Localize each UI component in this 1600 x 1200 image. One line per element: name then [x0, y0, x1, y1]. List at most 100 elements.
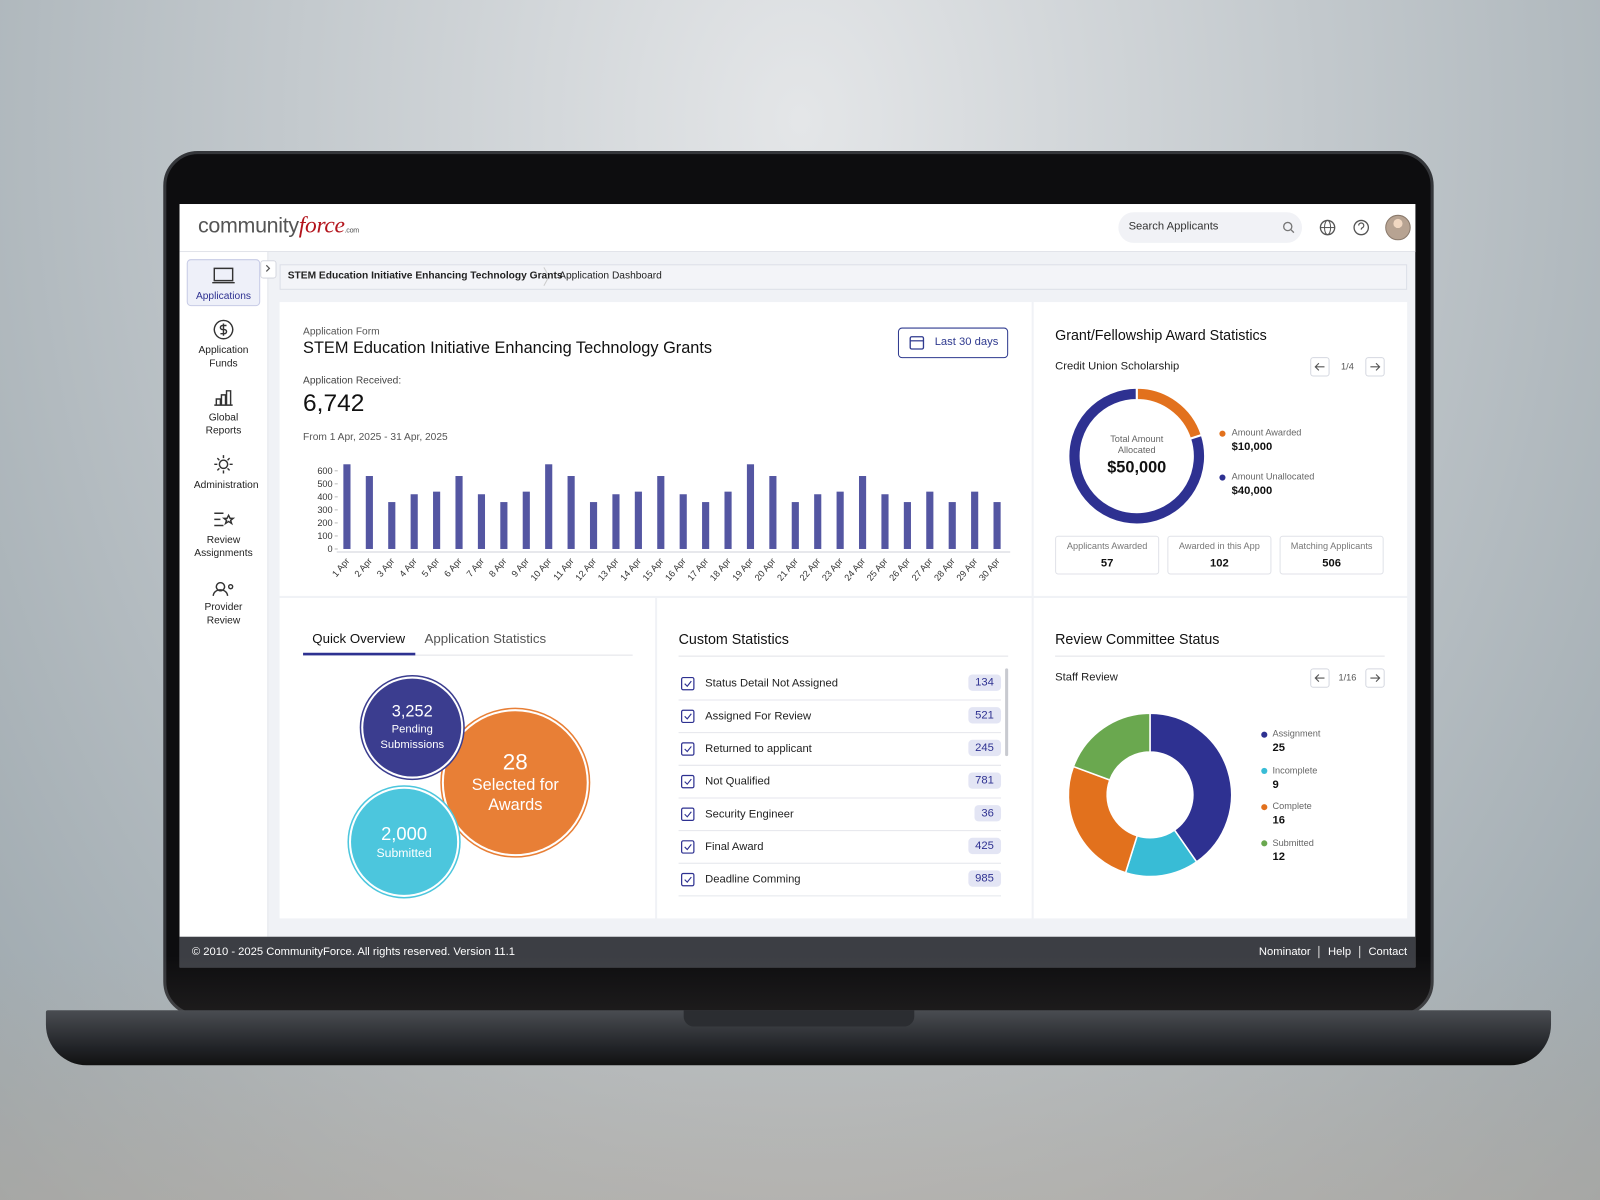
summary-box: [1055, 535, 1160, 575]
pager-button[interactable]: [1310, 668, 1330, 688]
pager-button[interactable]: [1365, 668, 1385, 688]
bubble-text: 3,252 Pending Submissions: [377, 679, 448, 777]
bubble-text: 28 Selected for Awards: [464, 711, 566, 854]
row-label: Assigned For Review: [705, 710, 812, 723]
legend-label: Incomplete: [1272, 764, 1318, 775]
row-count: 985: [968, 870, 1002, 887]
date-range: From 1 Apr, 2025 - 31 Apr, 2025: [303, 431, 448, 443]
received-value: 6,742: [303, 389, 365, 418]
row-badge-wrap: 245: [918, 739, 1002, 757]
pager-button[interactable]: [1365, 357, 1385, 377]
footer-links: Nominator Help Contact: [1122, 945, 1407, 959]
laptop-notch: [683, 1010, 915, 1027]
row-label: Not Qualified: [705, 775, 770, 788]
legend-label: Assignment: [1272, 728, 1321, 739]
row-count: 36: [974, 805, 1002, 822]
received-label: Application Received:: [303, 375, 402, 387]
bubble-value: 28: [502, 748, 528, 775]
breadcrumb-item[interactable]: STEM Education Initiative Enhancing Tech…: [287, 270, 563, 282]
card-title: Grant/Fellowship Award Statistics: [1055, 326, 1267, 343]
card-title: Custom Statistics: [678, 630, 789, 647]
bubble-label: Pending Submissions: [380, 723, 445, 752]
row-count: 245: [968, 739, 1002, 757]
row-count: 521: [968, 707, 1002, 724]
bubble-value: 2,000: [381, 823, 428, 844]
bubble-label: Selected for Awards: [471, 776, 559, 815]
logo-main: community: [197, 214, 299, 238]
logo: communityforce.com: [198, 212, 359, 239]
donut-center-label: Total Amount Allocated: [1110, 433, 1164, 456]
row-label: Status Detail Not Assigned: [705, 677, 839, 690]
summary-value: 506: [1322, 557, 1341, 570]
bubble: [351, 788, 458, 895]
summary-label: Applicants Awarded: [1066, 540, 1148, 552]
legend-label: Amount Unallocated: [1231, 471, 1315, 482]
pager-button[interactable]: [1310, 357, 1330, 377]
logo-suffix: .com: [344, 227, 360, 235]
card-subtitle: Staff Review: [1055, 671, 1118, 684]
legend-value: $10,000: [1231, 440, 1273, 454]
card-subtitle: Credit Union Scholarship: [1055, 360, 1180, 373]
pager-label: 1/4: [1341, 361, 1354, 372]
row-label: Security Engineer: [705, 808, 794, 821]
footer-link[interactable]: Nominator: [1258, 945, 1311, 959]
bubble: [443, 711, 587, 855]
row-count: 425: [968, 837, 1002, 855]
row-count: 781: [968, 772, 1002, 789]
search-box[interactable]: [1118, 212, 1303, 243]
sidebar-item[interactable]: Provider Review: [204, 602, 243, 627]
row-badge-wrap: 36: [918, 805, 1002, 822]
legend-label: Amount Awarded: [1231, 427, 1302, 438]
legend-value: 25: [1272, 741, 1285, 755]
summary-value: 57: [1100, 557, 1114, 570]
date-filter-label: Last 30 days: [934, 335, 999, 348]
summary-label: Awarded in this App: [1178, 540, 1260, 552]
pager-label: 1/16: [1338, 672, 1357, 683]
bubble-label: Submitted: [376, 845, 432, 861]
row-label: Deadline Comming: [705, 873, 801, 886]
row-badge-wrap: 425: [918, 837, 1002, 855]
row-count: 134: [968, 674, 1002, 691]
row-label: Returned to applicant: [705, 742, 812, 756]
sidebar-item[interactable]: Application Funds: [198, 344, 249, 370]
card-title: Review Committee Status: [1055, 630, 1220, 647]
footer-link[interactable]: Contact: [1359, 945, 1407, 959]
bubble-text: 2,000 Submitted: [358, 789, 450, 895]
summary-box: [1279, 535, 1384, 575]
legend-label: Complete: [1272, 801, 1312, 812]
row-badge-wrap: 521: [918, 707, 1002, 724]
sidebar-item[interactable]: Administration: [193, 479, 259, 491]
sidebar-item[interactable]: Applications: [195, 290, 251, 303]
breadcrumb-item: Application Dashboard: [559, 270, 662, 282]
date-filter-button[interactable]: [897, 327, 1009, 359]
summary-value: 102: [1210, 557, 1229, 570]
footer-link[interactable]: Help: [1318, 945, 1351, 959]
sidebar-item[interactable]: Review Assignments: [194, 534, 253, 560]
summary-label: Matching Applicants: [1290, 540, 1373, 552]
legend-value: $40,000: [1231, 484, 1273, 497]
tab[interactable]: Application Statistics: [424, 630, 547, 646]
donut-center-value: $50,000: [1107, 459, 1167, 477]
form-label: Application Form: [303, 326, 380, 338]
row-badge-wrap: 134: [918, 674, 1002, 691]
row-badge-wrap: 781: [918, 772, 1002, 789]
bubble-value: 3,252: [391, 703, 433, 721]
search-placeholder: Search Applicants: [1128, 220, 1219, 233]
legend-value: 9: [1272, 778, 1279, 791]
form-title: STEM Education Initiative Enhancing Tech…: [303, 339, 713, 358]
legend-label: Submitted: [1272, 837, 1314, 848]
row-label: Final Award: [705, 840, 764, 854]
collapse-toggle[interactable]: [260, 260, 277, 279]
legend-value: 12: [1272, 850, 1285, 863]
sidebar-item[interactable]: Global Reports: [205, 412, 242, 437]
copyright: © 2010 - 2025 CommunityForce. All rights…: [191, 945, 515, 959]
logo-accent: force: [298, 212, 345, 238]
summary-box: [1167, 535, 1272, 575]
breadcrumb-bar: [279, 264, 1408, 290]
legend-value: 16: [1272, 814, 1285, 827]
tab[interactable]: Quick Overview: [312, 630, 406, 646]
bubble: [363, 678, 462, 777]
custom-stats-card: [657, 597, 1032, 919]
row-badge-wrap: 985: [918, 870, 1002, 887]
